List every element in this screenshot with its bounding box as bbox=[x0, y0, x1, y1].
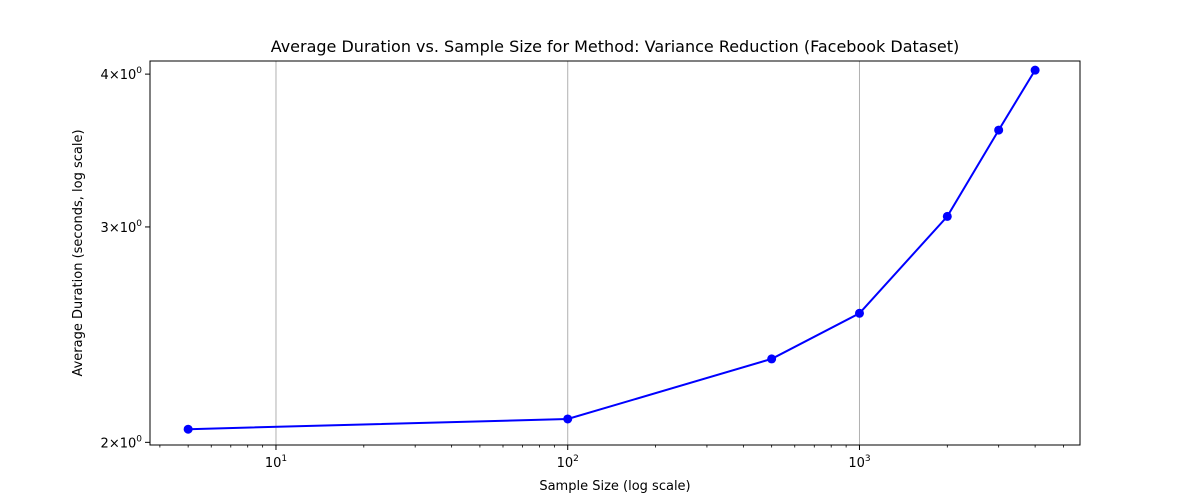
data-point bbox=[942, 211, 952, 221]
data-series bbox=[183, 65, 1040, 434]
grid-lines bbox=[275, 61, 860, 445]
chart-title: Average Duration vs. Sample Size for Met… bbox=[271, 37, 960, 56]
data-point bbox=[183, 424, 193, 434]
y-tick-label: 3×100 bbox=[101, 219, 143, 236]
x-tick-label: 102 bbox=[557, 454, 579, 471]
data-point bbox=[854, 308, 864, 318]
y-axis-label: Average Duration (seconds, log scale) bbox=[71, 129, 86, 376]
x-axis-label: Sample Size (log scale) bbox=[539, 479, 690, 494]
x-tick-label: 101 bbox=[265, 454, 287, 471]
axis-ticks: 101 102 103 2×100 3×100 4×100 bbox=[101, 66, 1064, 471]
series-line bbox=[188, 69, 1036, 431]
plot-frame bbox=[149, 60, 1081, 446]
y-tick-label: 2×100 bbox=[101, 434, 143, 451]
data-point bbox=[563, 414, 573, 424]
data-point bbox=[1030, 65, 1040, 75]
x-tick-label: 103 bbox=[848, 454, 870, 471]
y-tick-label: 4×100 bbox=[101, 66, 143, 83]
data-point bbox=[994, 125, 1004, 135]
data-point bbox=[767, 354, 777, 364]
